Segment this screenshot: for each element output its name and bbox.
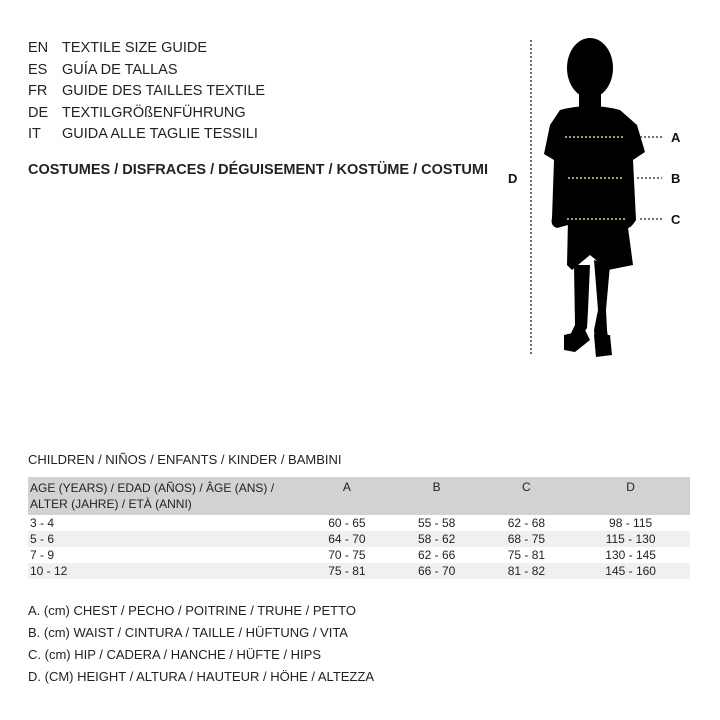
cell-age: 10 - 12 [28, 563, 302, 579]
cell-a: 60 - 65 [328, 516, 366, 530]
size-table: AGE (YEARS) / EDAD (AÑOS) / ÂGE (ANS) / … [28, 477, 690, 579]
cell-d: 145 - 160 [571, 563, 690, 579]
table-row: 3 - 4 60 - 65 55 - 58 62 - 68 98 - 115 [28, 515, 690, 531]
lang-row-en: EN TEXTILE SIZE GUIDE [28, 38, 265, 60]
cell-d: 130 - 145 [605, 548, 656, 562]
child-silhouette-figure: A B C D [508, 38, 681, 357]
note-height: D. (CM) HEIGHT / ALTURA / HAUTEUR / HÖHE… [28, 669, 374, 684]
cell-a: 64 - 70 [302, 531, 392, 547]
lang-title: GUÍA DE TALLAS [62, 61, 178, 78]
note-hip: C. (cm) HIP / CADERA / HANCHE / HÜFTE / … [28, 647, 322, 662]
label-b: B [671, 171, 680, 186]
label-c: C [671, 212, 681, 227]
lang-code: DE [28, 104, 49, 121]
cell-c: 62 - 68 [507, 516, 546, 530]
measure-lines [565, 136, 627, 220]
table-header-row: AGE (YEARS) / EDAD (AÑOS) / ÂGE (ANS) / … [28, 477, 690, 515]
lang-code: ES [28, 61, 48, 78]
category-heading: COSTUMES / DISFRACES / DÉGUISEMENT / KOS… [28, 162, 488, 178]
lang-code: IT [28, 126, 41, 142]
table-row: 7 - 9 70 - 75 62 - 66 75 - 81 130 - 145 [28, 547, 690, 563]
header-b: B [391, 477, 482, 515]
child-silhouette-icon [544, 38, 645, 357]
cell-d: 115 - 130 [571, 531, 690, 547]
header-c: C [481, 477, 572, 515]
leader-lines [637, 136, 662, 220]
cell-c: 68 - 75 [481, 531, 572, 547]
lang-title: GUIDE DES TAILLES TEXTILE [62, 83, 266, 99]
cell-a: 75 - 81 [302, 563, 392, 579]
note-waist: B. (cm) WAIST / CINTURA / TAILLE / HÜFTU… [28, 625, 348, 640]
note-chest: A. (cm) CHEST / PECHO / POITRINE / TRUHE… [28, 603, 356, 618]
cell-b: 55 - 58 [417, 516, 456, 530]
measurement-notes: A. (cm) CHEST / PECHO / POITRINE / TRUHE… [28, 600, 374, 688]
cell-age: 3 - 4 [30, 516, 55, 530]
lang-row-de: DE TEXTILGRÖßENFÜHRUNG [28, 103, 265, 125]
cell-a: 70 - 75 [328, 548, 366, 562]
cell-b: 66 - 70 [391, 563, 482, 579]
header-a: A [302, 477, 392, 515]
cell-d: 98 - 115 [609, 516, 653, 530]
cell-b: 62 - 66 [417, 548, 456, 562]
cell-c: 81 - 82 [481, 563, 572, 579]
lang-title: TEXTILE SIZE GUIDE [62, 40, 208, 56]
section-title: CHILDREN / NIÑOS / ENFANTS / KINDER / BA… [28, 452, 342, 467]
label-d: D [508, 171, 517, 186]
cell-age: 7 - 9 [30, 548, 55, 562]
lang-row-it: IT GUIDA ALLE TAGLIE TESSILI [28, 124, 265, 146]
header-d: D [571, 477, 690, 515]
header-age: AGE (YEARS) / EDAD (AÑOS) / ÂGE (ANS) / … [28, 477, 302, 515]
lang-row-es: ES GUÍA DE TALLAS [28, 60, 265, 82]
cell-b: 58 - 62 [391, 531, 482, 547]
table-row: 10 - 12 75 - 81 66 - 70 81 - 82 145 - 160 [28, 563, 690, 579]
language-titles: EN TEXTILE SIZE GUIDE ES GUÍA DE TALLAS FR… [28, 38, 265, 146]
lang-title: GUIDA ALLE TAGLIE TESSILI [62, 126, 258, 142]
cell-age: 5 - 6 [28, 531, 302, 547]
lang-title: TEXTILGRÖßENFÜHRUNG [62, 104, 246, 121]
label-a: A [671, 130, 681, 145]
lang-code: EN [28, 40, 49, 56]
cell-c: 75 - 81 [507, 548, 546, 562]
lang-row-fr: FR GUIDE DES TAILLES TEXTILE [28, 81, 265, 103]
lang-code: FR [28, 83, 48, 99]
table-row: 5 - 6 64 - 70 58 - 62 68 - 75 115 - 130 [28, 531, 690, 547]
